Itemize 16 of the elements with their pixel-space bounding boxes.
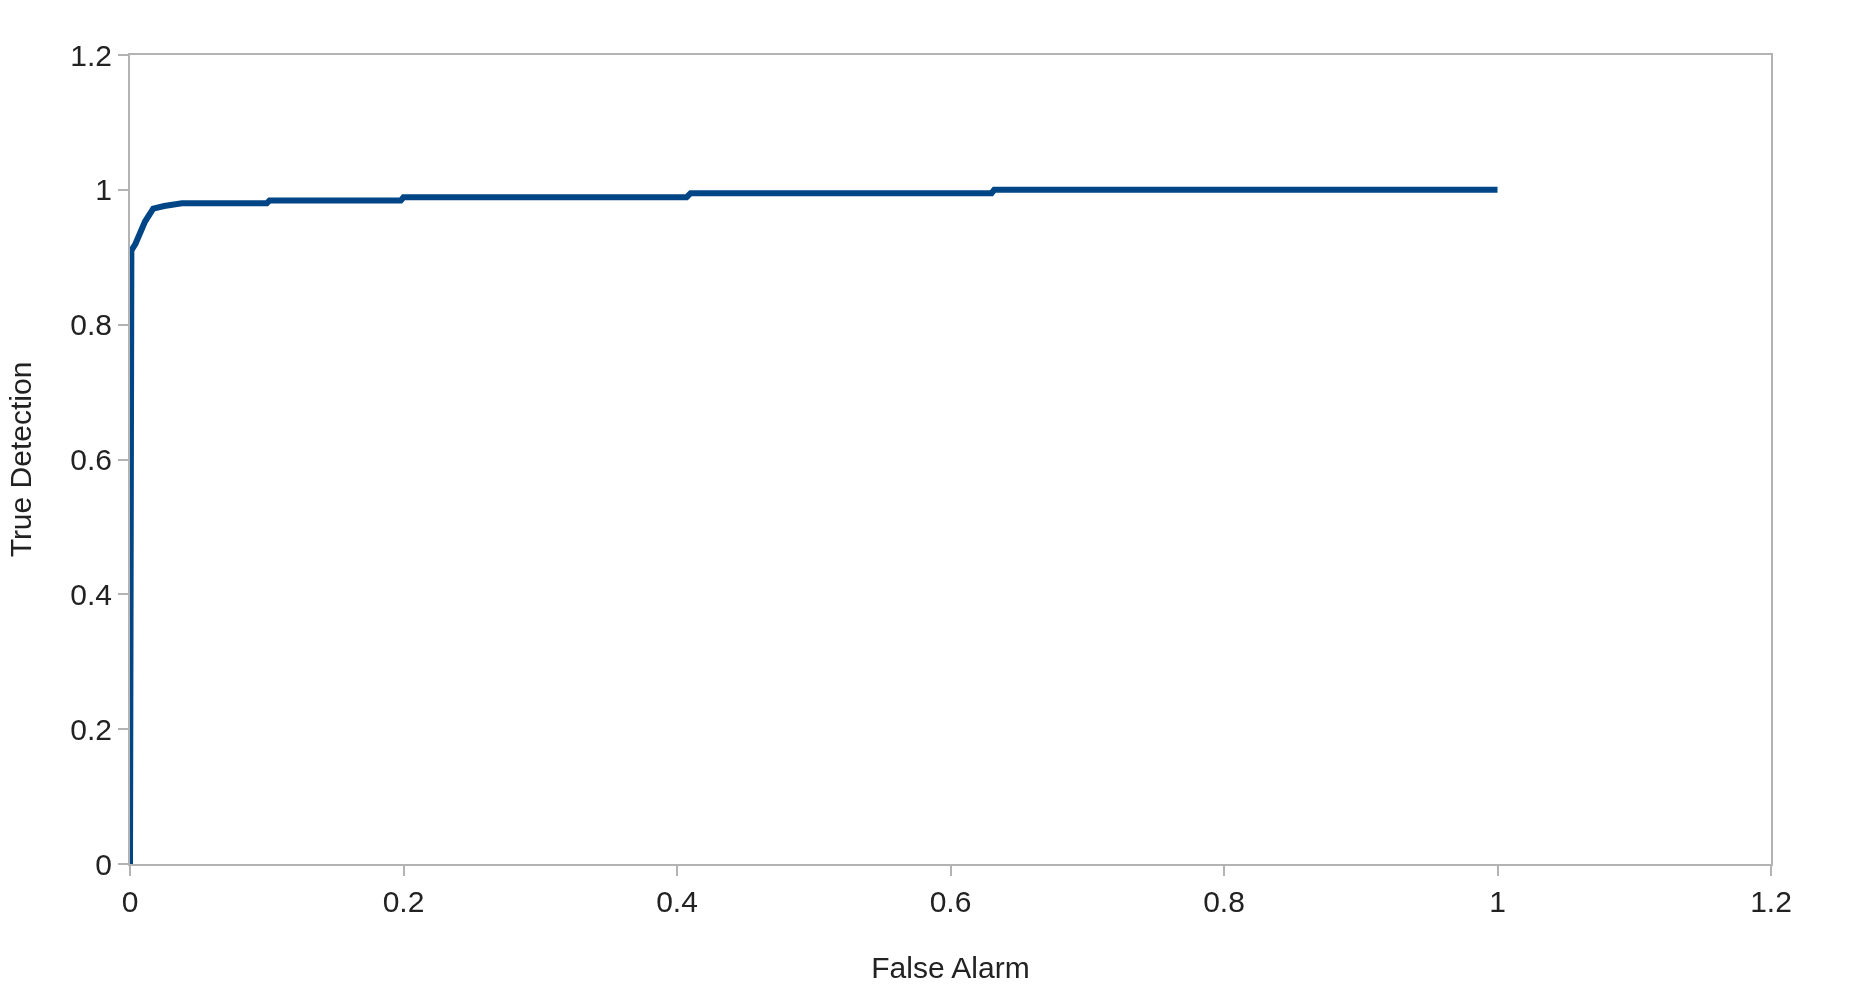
- x-tick-label: 1: [1489, 885, 1506, 918]
- x-tick-label: 0.4: [656, 885, 698, 918]
- x-tick-label: 0.2: [382, 885, 425, 918]
- y-tick-label: 0.6: [70, 443, 112, 476]
- y-tick-label: 0.4: [70, 577, 112, 611]
- x-tick-label: 0.6: [929, 885, 972, 918]
- y-tick-label: 1: [95, 173, 112, 207]
- y-tick-label: 0: [95, 847, 112, 881]
- y-axis-title: True Detection: [3, 361, 37, 558]
- x-tick-label: 0.8: [1203, 885, 1245, 918]
- y-tick-label: 1.2: [70, 38, 112, 72]
- x-tick-label: 1.2: [1750, 885, 1792, 918]
- x-tick-label: 0: [121, 885, 139, 918]
- y-tick-label: 0.8: [70, 308, 112, 342]
- x-axis-title: False Alarm: [871, 951, 1030, 984]
- y-tick-label: 0.2: [70, 712, 112, 746]
